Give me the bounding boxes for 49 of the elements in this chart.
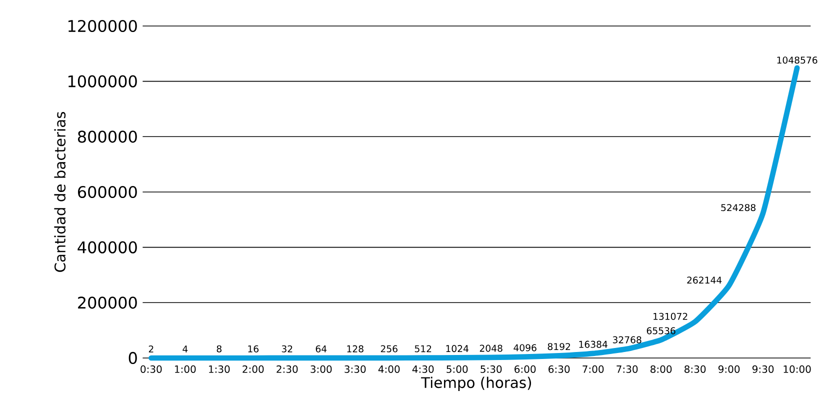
x-tick-label: 3:30 <box>344 365 366 373</box>
data-label: 64 <box>316 345 327 352</box>
data-label: 256 <box>380 345 398 352</box>
x-tick-label: 1:00 <box>175 365 196 373</box>
y-tick-label: 200000 <box>78 296 137 309</box>
y-axis-title: Cantidad de bacterias <box>54 112 66 272</box>
data-label: 2048 <box>480 344 502 352</box>
x-tick-label: 9:00 <box>718 365 740 373</box>
y-tick-label: 800000 <box>78 130 137 143</box>
data-label: 1024 <box>446 345 468 352</box>
data-label: 8 <box>216 345 222 352</box>
x-tick-label: 0:30 <box>140 365 162 373</box>
data-label: 32 <box>282 345 292 352</box>
data-label: 1048576 <box>777 56 818 64</box>
data-label: 65536 <box>646 327 676 334</box>
x-tick-label: 10:00 <box>784 365 811 373</box>
x-tick-label: 7:30 <box>616 365 638 373</box>
y-tick-label: 600000 <box>78 186 137 198</box>
x-tick-label: 6:00 <box>514 365 536 373</box>
y-tick-label: 400000 <box>78 241 137 254</box>
data-label: 16384 <box>579 340 608 348</box>
x-tick-label: 8:00 <box>650 365 672 373</box>
x-tick-label: 1:30 <box>209 365 230 373</box>
x-tick-label: 5:30 <box>480 365 502 373</box>
x-tick-label: 7:00 <box>582 365 604 373</box>
x-axis-title: Tiempo (horas) <box>421 376 532 391</box>
y-tick-label: 1000000 <box>68 75 137 88</box>
data-label: 128 <box>347 345 364 352</box>
data-label: 131072 <box>654 312 688 320</box>
x-tick-label: 2:30 <box>276 365 298 373</box>
data-label: 524288 <box>721 204 756 212</box>
x-tick-label: 8:30 <box>684 365 706 373</box>
x-tick-label: 4:30 <box>412 365 434 373</box>
data-label: 4096 <box>514 344 536 352</box>
y-tick-label: 1200000 <box>68 20 137 32</box>
x-tick-label: 9:30 <box>752 365 774 373</box>
data-label: 4 <box>182 346 188 352</box>
x-tick-label: 5:00 <box>446 365 468 373</box>
data-label: 8192 <box>548 343 570 350</box>
data-label: 16 <box>248 345 259 352</box>
x-tick-label: 3:00 <box>310 365 332 373</box>
x-tick-label: 6:30 <box>548 365 570 373</box>
x-tick-label: 4:00 <box>378 365 400 373</box>
data-label: 32768 <box>612 336 642 344</box>
data-label: 512 <box>414 345 432 352</box>
data-label: 262144 <box>687 276 722 284</box>
x-tick-label: 2:00 <box>242 365 264 373</box>
data-label: 2 <box>148 345 154 352</box>
y-tick-label: 0 <box>128 352 137 364</box>
